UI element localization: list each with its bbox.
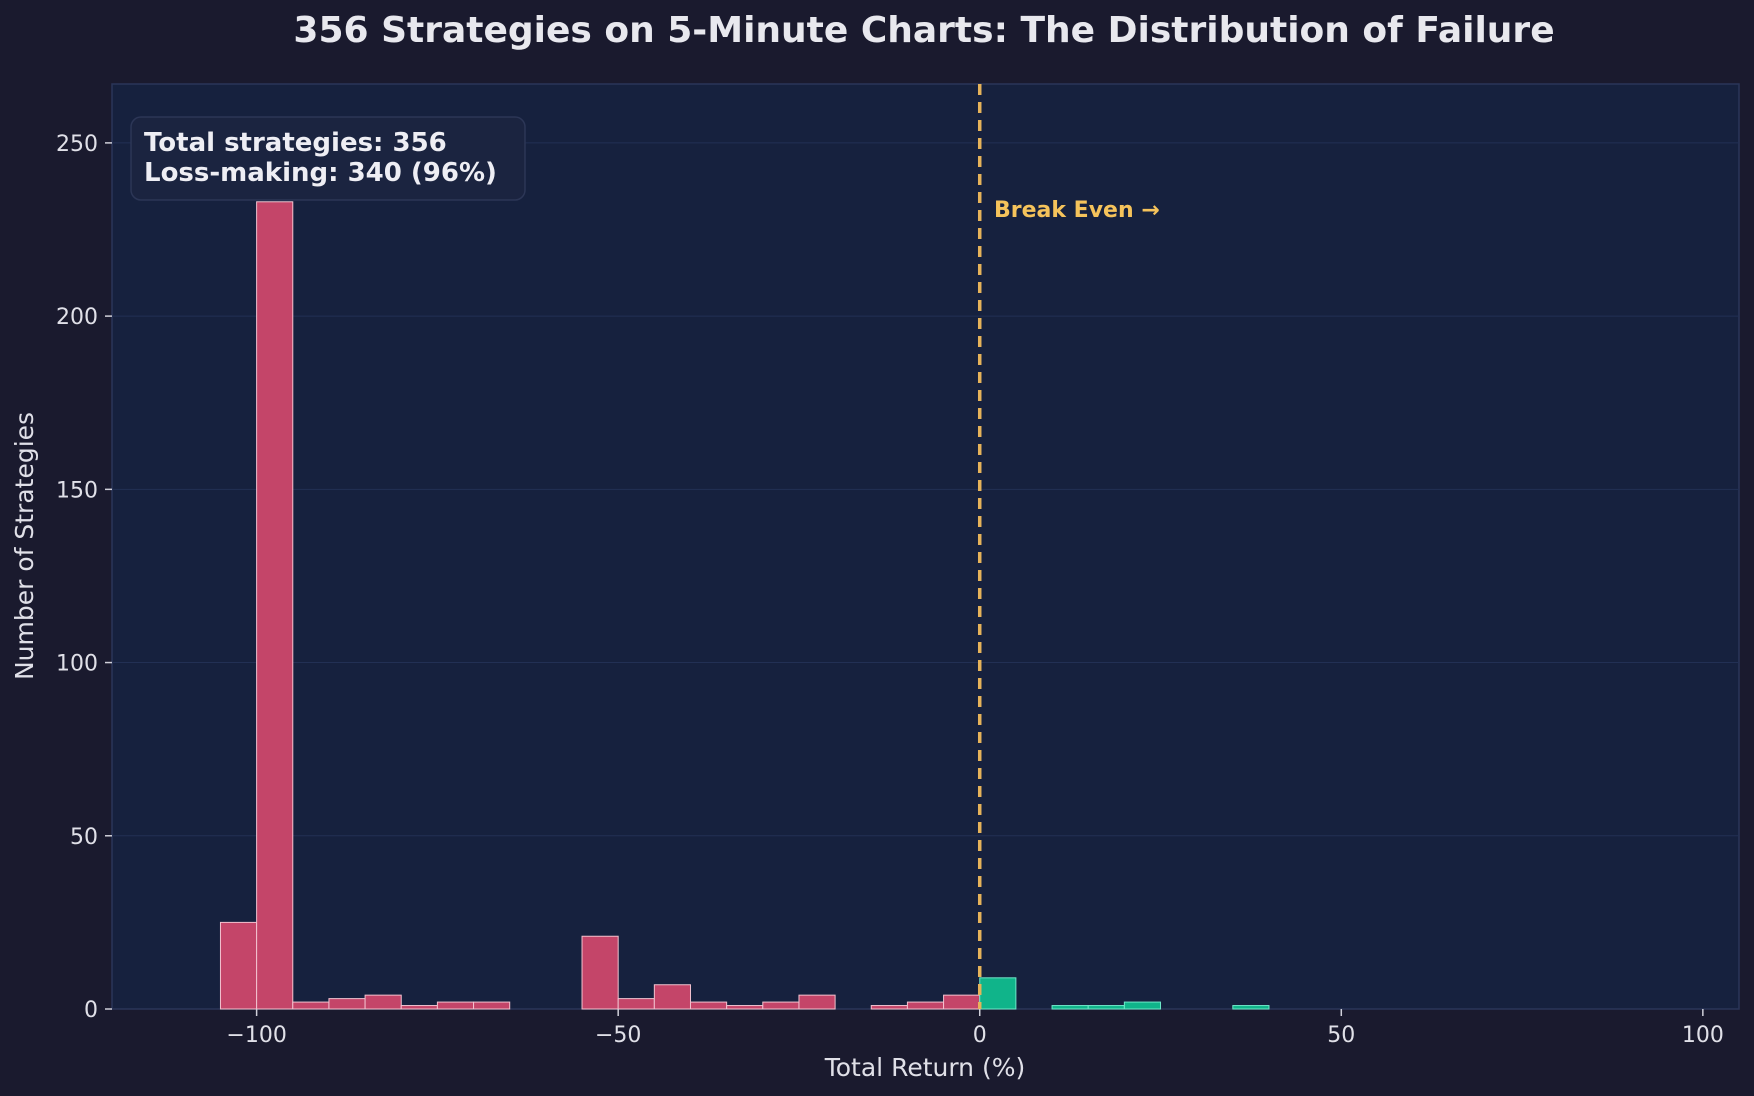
stats-total: Total strategies: 356: [144, 128, 447, 158]
histogram-bar-12: [726, 1005, 764, 1010]
stats-box-background: [130, 116, 526, 201]
y-tick-label-5: 250: [56, 132, 98, 157]
histogram-bar-5: [400, 1005, 438, 1010]
chart-title: 356 Strategies on 5-Minute Charts: The D…: [293, 10, 1554, 51]
histogram-bar-6: [436, 1001, 475, 1010]
histogram-bar-21: [1123, 1001, 1162, 1010]
y-tick-label-0: 0: [84, 998, 98, 1023]
x-tick-label-0: −100: [226, 1023, 286, 1048]
histogram-bar-0: [219, 921, 258, 1010]
histogram-bar-9: [617, 998, 655, 1010]
x-axis-ticks: −100 −50 0 50 100: [226, 1009, 1724, 1048]
y-axis-ticks: 0 50 100 150 200 250: [56, 132, 112, 1023]
break-even-label: Break Even →: [994, 198, 1160, 223]
x-tick-label-1: −50: [595, 1023, 641, 1048]
grid-lines: [112, 142, 1739, 837]
stats-box: Total strategies: 356 Loss-making: 340 (…: [130, 116, 526, 201]
x-tick-label-4: 100: [1682, 1023, 1724, 1048]
histogram-bar-7: [473, 1001, 511, 1010]
histogram-bar-2: [292, 1001, 330, 1010]
histogram-bar-17: [943, 994, 981, 1010]
histogram-bar-22: [1232, 1005, 1270, 1010]
histogram-bar-14: [798, 994, 836, 1010]
histogram-bar-1: [256, 201, 294, 1010]
histogram-bar-4: [364, 994, 402, 1010]
histogram-bar-10: [653, 984, 691, 1010]
histogram-bar-11: [689, 1001, 728, 1010]
histogram-bar-16: [906, 1001, 945, 1010]
histogram-bar-13: [762, 1001, 800, 1010]
x-tick-label-3: 50: [1327, 1023, 1355, 1048]
histogram-bar-8: [581, 935, 619, 1010]
histogram-bars: [219, 201, 1270, 1010]
plot-area: [111, 83, 1740, 1010]
stats-loss-making: Loss-making: 340 (96%): [144, 158, 497, 188]
histogram-bar-19: [1051, 1005, 1089, 1010]
y-axis-label: Number of Strategies: [10, 412, 39, 680]
histogram-bar-3: [328, 998, 366, 1010]
y-tick-label-1: 50: [70, 825, 98, 850]
y-tick-label-4: 200: [56, 305, 98, 330]
histogram-bar-15: [870, 1005, 908, 1010]
x-axis-label: Total Return (%): [824, 1053, 1026, 1082]
x-tick-label-2: 0: [973, 1023, 987, 1048]
histogram-bar-18: [979, 977, 1017, 1010]
histogram-bar-20: [1087, 1005, 1125, 1010]
y-tick-label-3: 150: [56, 478, 98, 503]
y-tick-label-2: 100: [56, 652, 98, 677]
